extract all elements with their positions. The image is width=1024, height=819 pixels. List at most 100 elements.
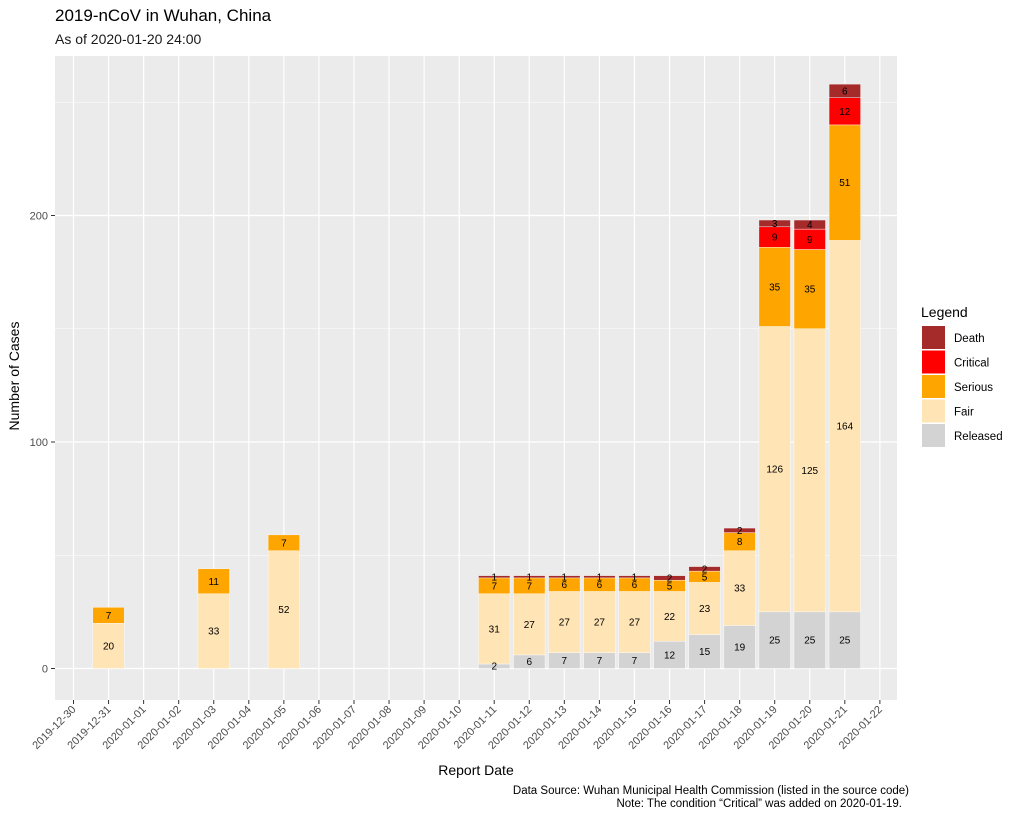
data-label-serious: 5: [667, 581, 673, 592]
data-label-fair: 27: [524, 620, 536, 631]
data-label-serious: 7: [526, 581, 532, 592]
data-label-death: 3: [772, 219, 778, 230]
data-label-death: 1: [526, 572, 532, 583]
bar-2020-01-16: [653, 575, 686, 669]
data-label-released: 7: [597, 656, 603, 667]
bar-segment-serious: [197, 568, 230, 594]
data-label-death: 2: [667, 573, 673, 584]
bars: [92, 83, 861, 669]
data-label-fair: 22: [664, 612, 676, 623]
data-label-serious: 35: [804, 285, 816, 296]
data-label-fair: 33: [208, 627, 220, 638]
y-tick-label: 100: [30, 437, 48, 449]
y-tick-label: 200: [30, 211, 48, 223]
chart-subtitle: As of 2020-01-20 24:00: [55, 31, 202, 47]
data-label-serious: 35: [769, 282, 781, 293]
legend-label-serious: Serious: [954, 382, 993, 394]
bar-segment-serious: [92, 607, 125, 624]
data-label-critical: 12: [839, 107, 851, 118]
bar-segment-serious: [793, 249, 826, 329]
data-label-death: 4: [807, 220, 813, 231]
data-label-serious: 11: [209, 577, 220, 588]
bar-segment-death: [688, 566, 721, 572]
bar-segment-released: [723, 625, 756, 669]
data-label-death: 2: [737, 526, 743, 537]
y-axis-title: Number of Cases: [6, 322, 22, 431]
data-label-fair: 164: [836, 422, 853, 433]
data-label-fair: 27: [559, 618, 571, 629]
data-label-death: 1: [597, 572, 603, 583]
data-label-serious: 6: [597, 580, 603, 591]
data-label-fair: 126: [766, 465, 783, 476]
data-label-fair: 23: [699, 604, 711, 615]
data-label-serious: 5: [702, 572, 708, 583]
data-label-released: 6: [526, 657, 532, 668]
legend-label-released: Released: [954, 431, 1003, 443]
legend-key-released: [922, 424, 945, 447]
data-label-fair: 31: [489, 624, 501, 635]
chart-title: 2019-nCoV in Wuhan, China: [55, 6, 272, 25]
data-label-released: 25: [804, 636, 816, 647]
bar-segment-fair: [583, 591, 616, 653]
y-tick-label: 0: [42, 664, 48, 676]
bar-segment-death: [583, 575, 616, 579]
bar-segment-fair: [758, 326, 791, 613]
legend-label-critical: Critical: [954, 358, 989, 370]
bar-segment-fair: [197, 593, 230, 669]
data-label-death: 1: [632, 572, 638, 583]
bar-2020-01-20: [793, 219, 826, 669]
bar-2020-01-21: [828, 83, 861, 669]
data-label-serious: 7: [281, 538, 287, 549]
bar-segment-fair: [548, 591, 581, 653]
legend-key-serious: [922, 375, 945, 398]
data-label-serious: 51: [839, 178, 851, 189]
data-label-released: 7: [562, 656, 568, 667]
bar-segment-fair: [688, 582, 721, 635]
panel-background: [55, 56, 897, 700]
data-label-released: 19: [734, 642, 746, 653]
bar-segment-serious: [758, 247, 791, 327]
data-label-death: 6: [842, 86, 848, 97]
data-label-released: 12: [664, 650, 676, 661]
bar-segment-serious: [267, 534, 300, 551]
bar-2020-01-11: [478, 575, 511, 669]
bar-segment-fair: [793, 328, 826, 613]
bar-2020-01-15: [618, 575, 651, 669]
y-axis: 0 100 200: [30, 211, 55, 676]
bar-segment-death: [513, 575, 546, 579]
bar-segment-released: [688, 634, 721, 669]
data-label-released: 25: [769, 636, 781, 647]
bar-segment-fair: [513, 593, 546, 656]
data-label-fair: 27: [629, 618, 641, 629]
bar-segment-fair: [618, 591, 651, 653]
data-label-released: 25: [839, 636, 851, 647]
data-label-fair: 125: [801, 466, 818, 477]
data-label-serious: 6: [562, 580, 568, 591]
bar-segment-death: [618, 575, 651, 579]
legend-key-critical: [922, 350, 945, 374]
bar-segment-fair: [92, 623, 125, 669]
data-label-fair: 52: [278, 605, 290, 616]
data-label-critical: 9: [772, 233, 778, 244]
plot-panel: [55, 56, 897, 700]
data-label-death: 1: [491, 572, 497, 583]
bar-segment-released: [828, 611, 861, 669]
data-label-released: 7: [632, 656, 638, 667]
bar-segment-death: [478, 575, 511, 579]
bar-segment-serious: [828, 124, 861, 241]
data-label-serious: 8: [737, 537, 743, 548]
legend-label-fair: Fair: [954, 407, 974, 419]
data-label-death: 1: [562, 572, 568, 583]
legend-key-fair: [922, 399, 945, 423]
bar-segment-fair: [267, 550, 300, 669]
legend-key-death: [922, 326, 945, 349]
data-label-critical: 9: [807, 235, 813, 246]
bar-2020-01-17: [688, 566, 721, 669]
data-label-released: 2: [491, 662, 497, 673]
bar-2019-12-31: [92, 607, 125, 669]
caption-note: Note: The condition “Critical” was added…: [616, 798, 902, 810]
caption-source: Data Source: Wuhan Municipal Health Comm…: [513, 785, 909, 797]
legend-title: Legend: [921, 304, 968, 320]
data-label-fair: 27: [594, 618, 606, 629]
